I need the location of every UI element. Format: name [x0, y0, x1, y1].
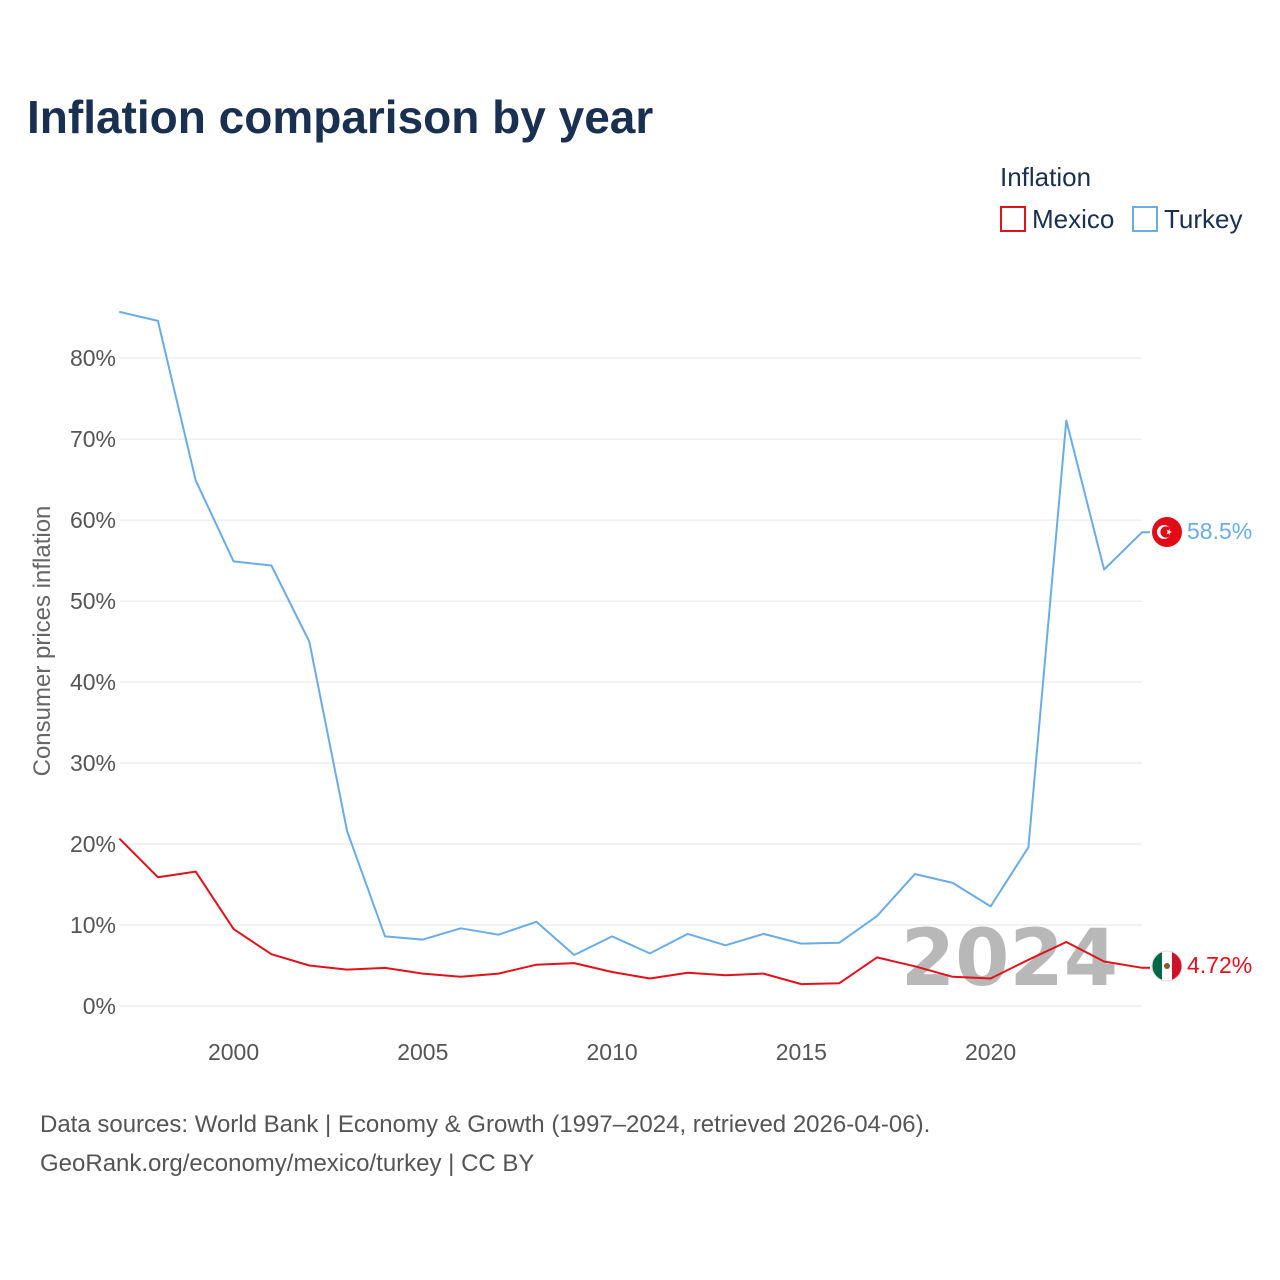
legend-swatch-mexico — [1000, 206, 1026, 232]
gridlines — [120, 357, 1142, 1007]
source-line: Data sources: World Bank | Economy & Gro… — [40, 1111, 930, 1138]
turkey-flag-icon — [1152, 517, 1182, 547]
y-tick-label: 70% — [70, 426, 116, 452]
y-tick-label: 0% — [83, 993, 116, 1019]
series-line-turkey[interactable] — [119, 311, 1143, 956]
y-tick-label: 40% — [70, 669, 116, 695]
legend-title: Inflation — [1000, 162, 1091, 192]
y-tick-label: 60% — [70, 507, 116, 533]
y-axis-ticks: 0% 10% 20% 30% 40% 50% 60% 70% 80% — [70, 345, 116, 1019]
y-tick-label: 80% — [70, 345, 116, 371]
y-axis-title: Consumer prices inflation — [29, 506, 56, 777]
chart-title: Inflation comparison by year — [27, 91, 653, 143]
x-tick-label: 2015 — [776, 1039, 827, 1065]
mexico-flag-icon — [1151, 950, 1183, 982]
y-tick-label: 20% — [70, 831, 116, 857]
y-tick-label: 10% — [70, 912, 116, 938]
x-tick-label: 2005 — [397, 1039, 448, 1065]
x-tick-label: 2020 — [965, 1039, 1016, 1065]
x-tick-label: 2000 — [208, 1039, 259, 1065]
y-tick-label: 30% — [70, 750, 116, 776]
y-tick-label: 50% — [70, 588, 116, 614]
turkey-end-value: 58.5% — [1187, 518, 1252, 544]
legend-label-mexico: Mexico — [1032, 204, 1114, 234]
legend-item-mexico[interactable]: Mexico — [1000, 204, 1114, 234]
year-watermark: 2024 — [901, 914, 1118, 1004]
legend-swatch-turkey — [1132, 206, 1158, 232]
mexico-end-value: 4.72% — [1187, 952, 1252, 978]
source-url-line[interactable]: GeoRank.org/economy/mexico/turkey | CC B… — [40, 1150, 534, 1177]
x-axis-ticks: 2000 2005 2010 2015 2020 — [208, 1039, 1016, 1065]
x-tick-label: 2010 — [586, 1039, 637, 1065]
series-line-mexico[interactable] — [119, 838, 1143, 986]
series-lines — [119, 311, 1150, 986]
legend-label-turkey: Turkey — [1164, 204, 1243, 234]
legend-item-turkey[interactable]: Turkey — [1132, 204, 1243, 234]
legend: Inflation Mexico Turkey — [1000, 162, 1243, 234]
